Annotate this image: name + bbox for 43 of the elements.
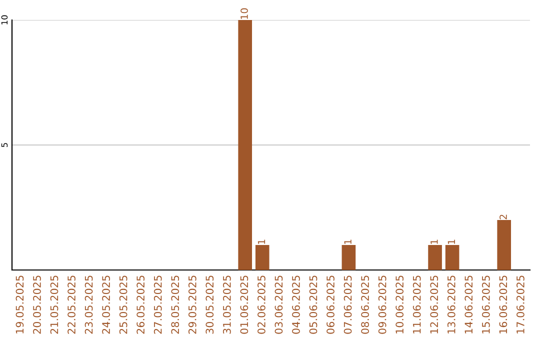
x-tick-label: 21.05.2025	[50, 276, 58, 334]
data-label: 1	[258, 240, 266, 244]
x-tick-label: 08.06.2025	[361, 276, 369, 334]
x-tick-label: 25.05.2025	[119, 276, 128, 334]
x-tick-label: 03.06.2025	[274, 276, 283, 334]
x-tick-label: 31.05.2025	[222, 276, 231, 334]
x-tick-label: 05.06.2025	[309, 276, 318, 334]
x-tick-label: 27.05.2025	[154, 276, 162, 334]
y-tick-label: 5	[1, 143, 8, 148]
x-tick-label: 29.05.2025	[188, 276, 196, 334]
x-tick-label: 12.06.2025	[430, 276, 438, 334]
x-tick-label: 02.06.2025	[258, 276, 266, 334]
x-tick-label: 19.05.2025	[16, 276, 24, 334]
x-tick-label: 10.06.2025	[396, 276, 404, 334]
x-tick-label: 28.05.2025	[171, 276, 180, 334]
x-tick-label: 04.06.2025	[292, 276, 300, 334]
x-tick-label: 22.05.2025	[68, 276, 76, 334]
bar	[497, 220, 512, 270]
x-tick-label: 13.06.2025	[447, 276, 456, 334]
data-label: 1	[448, 240, 455, 244]
x-tick-label: 14.06.2025	[464, 276, 473, 334]
x-tick-label: 15.06.2025	[482, 276, 490, 334]
x-tick-label: 11.06.2025	[412, 276, 421, 334]
x-tick-label: 24.05.2025	[102, 276, 110, 334]
bar	[428, 245, 442, 270]
bar	[342, 245, 356, 270]
x-tick-label: 26.05.2025	[136, 276, 145, 334]
data-label: 2	[500, 214, 507, 220]
x-tick-label: 09.06.2025	[378, 276, 386, 334]
bar	[255, 245, 270, 270]
x-tick-label: 01.06.2025	[240, 276, 248, 334]
x-tick-label: 16.06.2025	[499, 276, 508, 334]
data-label: 10	[240, 8, 248, 19]
bar	[238, 20, 252, 270]
x-tick-label: 20.05.2025	[33, 276, 41, 334]
x-tick-label: 07.06.2025	[344, 276, 352, 334]
x-tick-label: 17.06.2025	[516, 276, 524, 334]
x-tick-label: 30.05.2025	[206, 276, 214, 334]
data-label: 1	[344, 240, 352, 244]
bar	[445, 245, 460, 270]
x-tick-label: 06.06.2025	[326, 276, 334, 334]
x-tick-label: 23.05.2025	[84, 276, 93, 334]
data-label: 1	[430, 240, 438, 244]
